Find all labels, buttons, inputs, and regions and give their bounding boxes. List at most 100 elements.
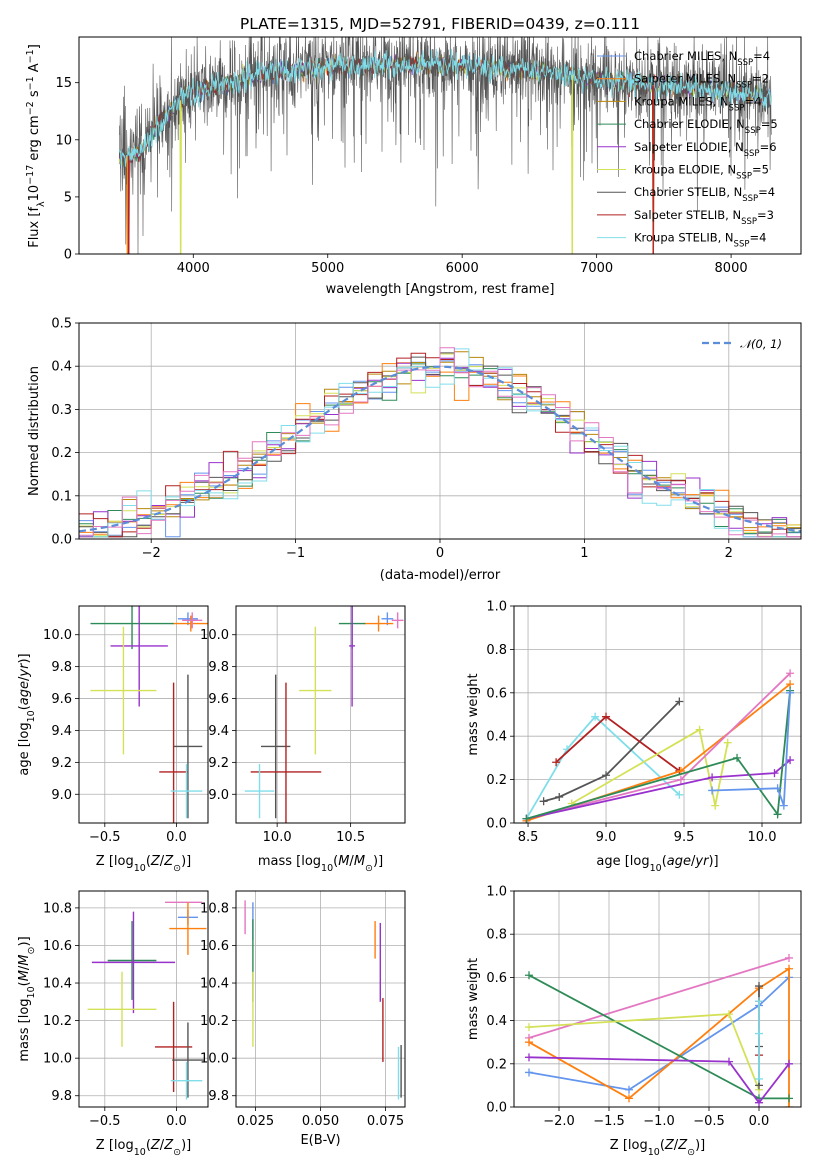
y-tick-label: 0.0 [486, 1101, 507, 1116]
x-tick-label: −1.5 [593, 1114, 625, 1129]
weight-marker [786, 669, 795, 678]
legend-entry: Salpeter MILES, NSSP=2 [634, 72, 769, 91]
weight-marker [733, 753, 742, 762]
y-tick-label: 10.8 [200, 901, 229, 916]
weight-marker [785, 1094, 793, 1103]
weight-marker [755, 982, 763, 991]
legend-entry: Kroupa ELODIE, NSSP=5 [634, 163, 769, 182]
weight-marker [770, 769, 779, 778]
panel-mass-vs-Z: −0.5 0.0 9.8 10.0 10.2 10.4 10.6 10.8 Z [log10(Z… [17, 890, 209, 1158]
weight-marker [755, 1098, 763, 1107]
y-tick-label: 0.2 [486, 1057, 507, 1072]
x-tick-label: 9.0 [596, 830, 617, 845]
x-tick-label: 10.0 [263, 830, 292, 845]
weight-marker [675, 790, 684, 799]
panel-residuals: −2 −1 0 1 2 0.0 0.1 0.2 0.3 0.4 0.5 𝒩(0, 1) (data-mo… [27, 317, 802, 583]
y-tick-label: 1.0 [486, 885, 507, 900]
weight-marker [675, 697, 684, 706]
x-axis-label: (data-model)/error [380, 568, 501, 583]
weight-marker [755, 1074, 763, 1083]
y-tick-label: 10.0 [200, 1052, 229, 1067]
x-tick-label: 6000 [446, 261, 479, 276]
y-tick-label: 9.4 [51, 724, 72, 739]
x-tick-label: −2 [142, 546, 161, 561]
y-tick-label: 9.8 [208, 1089, 229, 1104]
weight-marker [708, 773, 717, 782]
x-tick-label: −0.5 [89, 1114, 121, 1129]
x-tick-label: 10.5 [336, 830, 365, 845]
weight-marker [779, 801, 788, 810]
legend-entry: 𝒩(0, 1) [740, 337, 782, 351]
y-tick-label: 0.4 [486, 1014, 507, 1029]
y-tick-label: 9.4 [208, 724, 229, 739]
x-tick-label: 10.0 [748, 830, 777, 845]
weight-marker [785, 964, 793, 973]
weight-marker [725, 1057, 733, 1066]
x-tick-label: 0 [436, 546, 444, 561]
weight-marker [602, 712, 611, 721]
weight-marker [625, 1085, 633, 1094]
y-tick-label: 9.8 [51, 1089, 72, 1104]
weight-marker [539, 797, 548, 806]
x-tick-label: 2 [725, 546, 733, 561]
weight-marker [525, 1053, 533, 1062]
x-tick-label: 4000 [177, 261, 210, 276]
weight-marker [525, 1068, 533, 1077]
legend-entry: Chabrier ELODIE, NSSP=5 [634, 117, 778, 136]
panel-weight-vs-Z: −2.0 −1.5 −1.0 −0.5 0.0 0.0 0.2 0.4 0.6 0.8 1.0 Z [… [466, 885, 802, 1158]
y-tick-label: 9.0 [51, 788, 72, 803]
plot-area-weight-vs-age [522, 669, 795, 823]
panel-age-vs-Z: −0.5 0.0 9.0 9.2 9.4 9.6 9.8 10.0 Z [log10(Z/Z⊙)… [17, 605, 209, 874]
x-tick-label: 7000 [580, 261, 613, 276]
x-tick-label: −0.5 [693, 1114, 725, 1129]
axes-frame [78, 322, 802, 540]
plot-area-spectrum [118, 37, 772, 254]
y-tick-label: 0.4 [51, 360, 72, 375]
weight-marker [591, 712, 600, 721]
weight-marker [773, 810, 782, 819]
y-tick-label: 0.6 [486, 686, 507, 701]
weight-line [526, 690, 791, 820]
grid-age-vs-mass [236, 606, 405, 823]
axes-frame [78, 605, 209, 824]
y-tick-label: 0.2 [486, 773, 507, 788]
y-tick-label: 0.1 [51, 489, 72, 504]
grid-mass-vs-EBV [236, 891, 405, 1107]
y-tick-label: 9.8 [208, 660, 229, 675]
y-tick-label: 10.6 [200, 939, 229, 954]
y-tick-label: 0.2 [51, 446, 72, 461]
x-tick-label: 1 [580, 546, 588, 561]
weight-line [525, 715, 680, 820]
y-tick-label: 0.0 [51, 533, 72, 548]
weight-marker [552, 758, 561, 767]
x-tick-label: 8.5 [518, 830, 539, 845]
axes-frame [513, 890, 802, 1108]
x-tick-label: −0.5 [89, 830, 121, 845]
y-tick-label: 10.6 [43, 939, 72, 954]
y-tick-label: 1.0 [486, 600, 507, 615]
weight-marker [773, 784, 782, 793]
plot-area-mass-vs-EBV [244, 900, 402, 1100]
weight-line [543, 700, 680, 803]
axes-mass-vs-Z: −0.5 0.0 9.8 10.0 10.2 10.4 10.6 10.8 Z [log10(Z… [17, 890, 209, 1158]
x-tick-label: 8000 [715, 261, 748, 276]
weight-marker [786, 756, 795, 765]
x-tick-label: 0.075 [367, 1114, 404, 1129]
axes-age-vs-mass: 10.0 10.5 9.0 9.2 9.4 9.6 9.8 10.0 mass [log10(M… [200, 605, 406, 874]
x-tick-label: 0.025 [237, 1114, 274, 1129]
plot-area-age-vs-mass [244, 606, 404, 823]
x-axis-label: wavelength [Angstrom, rest frame] [326, 282, 555, 297]
y-tick-label: 10.8 [43, 901, 72, 916]
weight-marker [625, 1094, 633, 1103]
axes-weight-vs-age: 8.5 9.0 9.5 10.0 0.0 0.2 0.4 0.6 0.8 1.0 age [log1… [466, 600, 802, 874]
x-axis-label: age [log10(age/yr)] [596, 854, 718, 874]
x-axis-label: mass [log10(M/M⊙)] [258, 854, 383, 874]
y-tick-label: 10.0 [200, 628, 229, 643]
axes-frame [513, 605, 802, 824]
y-axis-label: age [log10(age/yr)] [17, 653, 37, 775]
weight-marker [785, 953, 793, 962]
weight-marker [525, 1038, 533, 1047]
axes-frame [235, 890, 406, 1108]
